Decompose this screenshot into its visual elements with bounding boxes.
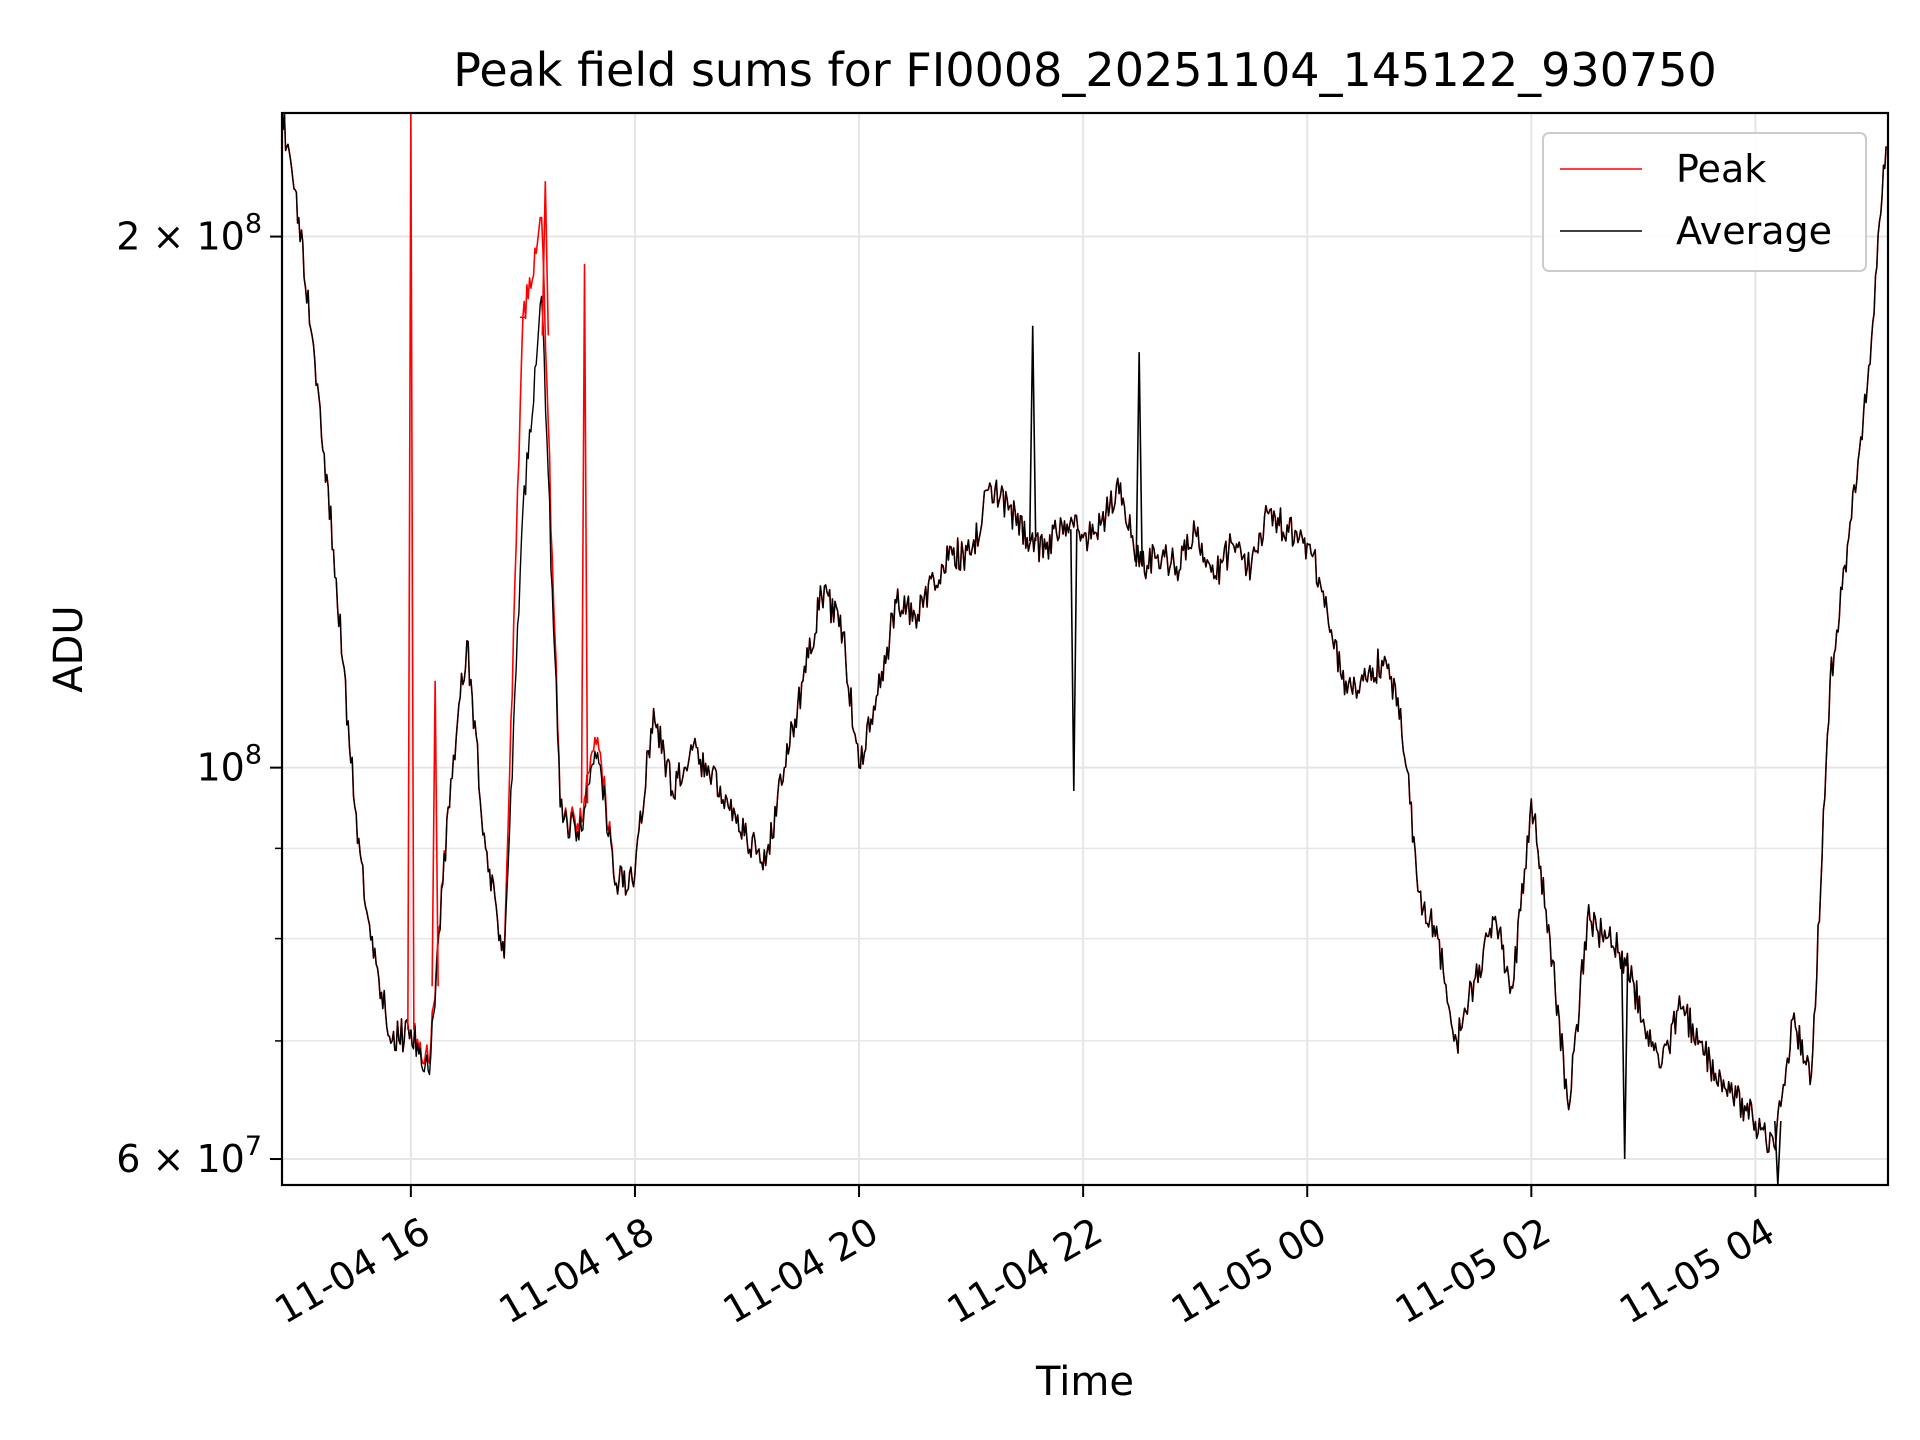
y-tick-exponent: 8 bbox=[245, 209, 262, 240]
plot-frame bbox=[280, 111, 1890, 1187]
y-tick-exponent: 7 bbox=[245, 1131, 262, 1162]
y-tick-base: 6 × 10 bbox=[116, 1137, 245, 1181]
y-tick-exponent: 8 bbox=[245, 740, 262, 771]
y-tick-label: 6 × 107 bbox=[116, 1131, 262, 1181]
legend: Peak Average bbox=[1542, 132, 1867, 272]
y-tick-label: 108 bbox=[196, 740, 262, 790]
y-tick-base: 10 bbox=[196, 746, 244, 790]
series-spike-peak bbox=[541, 181, 550, 336]
series-spike-peak bbox=[580, 263, 589, 804]
legend-box bbox=[1542, 132, 1867, 272]
y-tick-base: 2 × 10 bbox=[116, 215, 245, 259]
chart-title: Peak field sums for FI0008_20251104_1451… bbox=[453, 43, 1717, 97]
y-tick-label: 2 × 108 bbox=[116, 209, 262, 259]
series-spike-peak bbox=[407, 113, 415, 1031]
series-spike-average bbox=[1028, 325, 1037, 542]
legend-label-peak: Peak bbox=[1676, 147, 1766, 191]
y-axis-label: ADU bbox=[46, 605, 92, 692]
series-spike-average bbox=[1070, 529, 1078, 792]
x-axis-label: Time bbox=[1035, 1359, 1134, 1405]
legend-label-average: Average bbox=[1676, 209, 1832, 253]
series-spike-average bbox=[1774, 1120, 1782, 1185]
series-spike-average bbox=[1135, 352, 1143, 567]
series-layer bbox=[282, 113, 1887, 1185]
series-line-average bbox=[282, 113, 1887, 1154]
series-spike-peak bbox=[431, 680, 439, 987]
series-spike-average bbox=[1620, 957, 1629, 1160]
